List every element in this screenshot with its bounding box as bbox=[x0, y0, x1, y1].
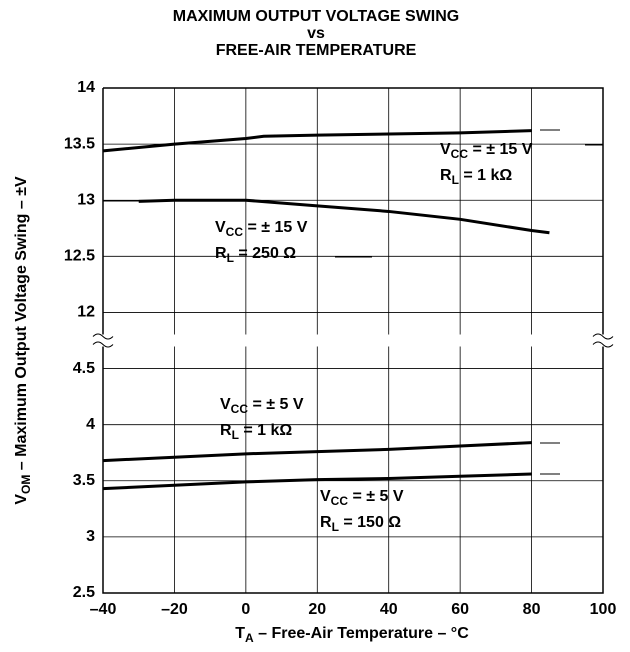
y-tick-label: 13 bbox=[77, 191, 95, 208]
annotation-part: CC bbox=[331, 494, 349, 508]
annotation-part: CC bbox=[451, 147, 469, 161]
annotation-part: = 150 Ω bbox=[339, 514, 401, 531]
axis-break-mark bbox=[592, 333, 614, 348]
annotation: RL = 250 Ω bbox=[215, 245, 296, 265]
annotation-part: V bbox=[220, 396, 231, 413]
y-axis-label-part: OM bbox=[19, 475, 33, 494]
series-line bbox=[102, 129, 532, 153]
x-tick-label: –40 bbox=[90, 601, 117, 618]
y-tick-label: 13.5 bbox=[64, 135, 95, 152]
annotation: RL = 1 kΩ bbox=[220, 422, 292, 442]
y-tick-label: 2.5 bbox=[73, 584, 95, 601]
annotation: RL = 1 kΩ bbox=[440, 167, 512, 187]
y-tick-label: 4.5 bbox=[73, 360, 95, 377]
x-tick-label: 40 bbox=[380, 601, 398, 618]
x-tick-label: 100 bbox=[590, 601, 617, 618]
annotation-part: = ± 15 V bbox=[243, 219, 308, 236]
annotation-part: R bbox=[215, 245, 227, 262]
plot-frame bbox=[102, 87, 604, 594]
annotation-part: = 1 kΩ bbox=[239, 422, 292, 439]
series-line bbox=[102, 472, 532, 491]
x-axis-label-part: – Free-Air Temperature – °C bbox=[254, 625, 470, 642]
y-tick-label: 12.5 bbox=[64, 248, 95, 265]
leader-lines bbox=[103, 129, 603, 475]
annotation: RL = 150 Ω bbox=[320, 514, 401, 534]
chart-title: FREE-AIR TEMPERATURE bbox=[216, 42, 417, 59]
annotation: VCC = ± 5 V bbox=[220, 396, 304, 416]
axis-break-mark bbox=[92, 333, 114, 348]
annotation: VCC = ± 15 V bbox=[215, 219, 308, 239]
y-tick-label: 14 bbox=[77, 79, 95, 96]
y-tick-label: 3.5 bbox=[73, 472, 95, 489]
annotation-part: = 1 kΩ bbox=[459, 167, 512, 184]
annotation-part: = ± 5 V bbox=[248, 396, 304, 413]
series-line bbox=[138, 198, 550, 235]
y-axis-label: VOM – Maximum Output Voltage Swing – ±V bbox=[13, 176, 33, 505]
annotation-part: R bbox=[440, 167, 452, 184]
annotation-part: L bbox=[227, 251, 234, 265]
annotation-part: = 250 Ω bbox=[234, 245, 296, 262]
annotation-part: V bbox=[440, 141, 451, 158]
annotation-part: R bbox=[320, 514, 332, 531]
y-axis-label-part: V bbox=[13, 494, 30, 505]
annotation-part: V bbox=[215, 219, 226, 236]
annotation-part: = ± 15 V bbox=[468, 141, 533, 158]
annotation-part: L bbox=[332, 520, 339, 534]
annotation-part: L bbox=[232, 428, 239, 442]
x-tick-label: 0 bbox=[241, 601, 250, 618]
annotation-part: CC bbox=[226, 225, 244, 239]
annotation: VCC = ± 15 V bbox=[440, 141, 533, 161]
annotation-part: V bbox=[320, 488, 331, 505]
x-tick-label: 60 bbox=[451, 601, 469, 618]
series-line bbox=[102, 441, 532, 463]
y-tick-label: 3 bbox=[86, 528, 95, 545]
annotation: VCC = ± 5 V bbox=[320, 488, 404, 508]
annotation-part: = ± 5 V bbox=[348, 488, 404, 505]
x-axis-label-part: A bbox=[245, 631, 254, 645]
annotation-part: R bbox=[220, 422, 232, 439]
x-axis-label: TA – Free-Air Temperature – °C bbox=[235, 625, 469, 645]
x-axis-label-part: T bbox=[235, 625, 245, 642]
chart-title: MAXIMUM OUTPUT VOLTAGE SWING bbox=[173, 8, 460, 25]
x-tick-label: 80 bbox=[523, 601, 541, 618]
y-tick-label: 4 bbox=[86, 416, 95, 433]
x-tick-label: –20 bbox=[161, 601, 188, 618]
x-tick-label: 20 bbox=[308, 601, 326, 618]
y-tick-label: 12 bbox=[77, 304, 95, 321]
y-axis-label-part: – Maximum Output Voltage Swing – ±V bbox=[13, 176, 30, 475]
axis-break-gap bbox=[101, 334, 605, 347]
chart-title: vs bbox=[307, 25, 325, 42]
annotation-part: CC bbox=[231, 402, 249, 416]
annotation-part: L bbox=[452, 173, 459, 187]
